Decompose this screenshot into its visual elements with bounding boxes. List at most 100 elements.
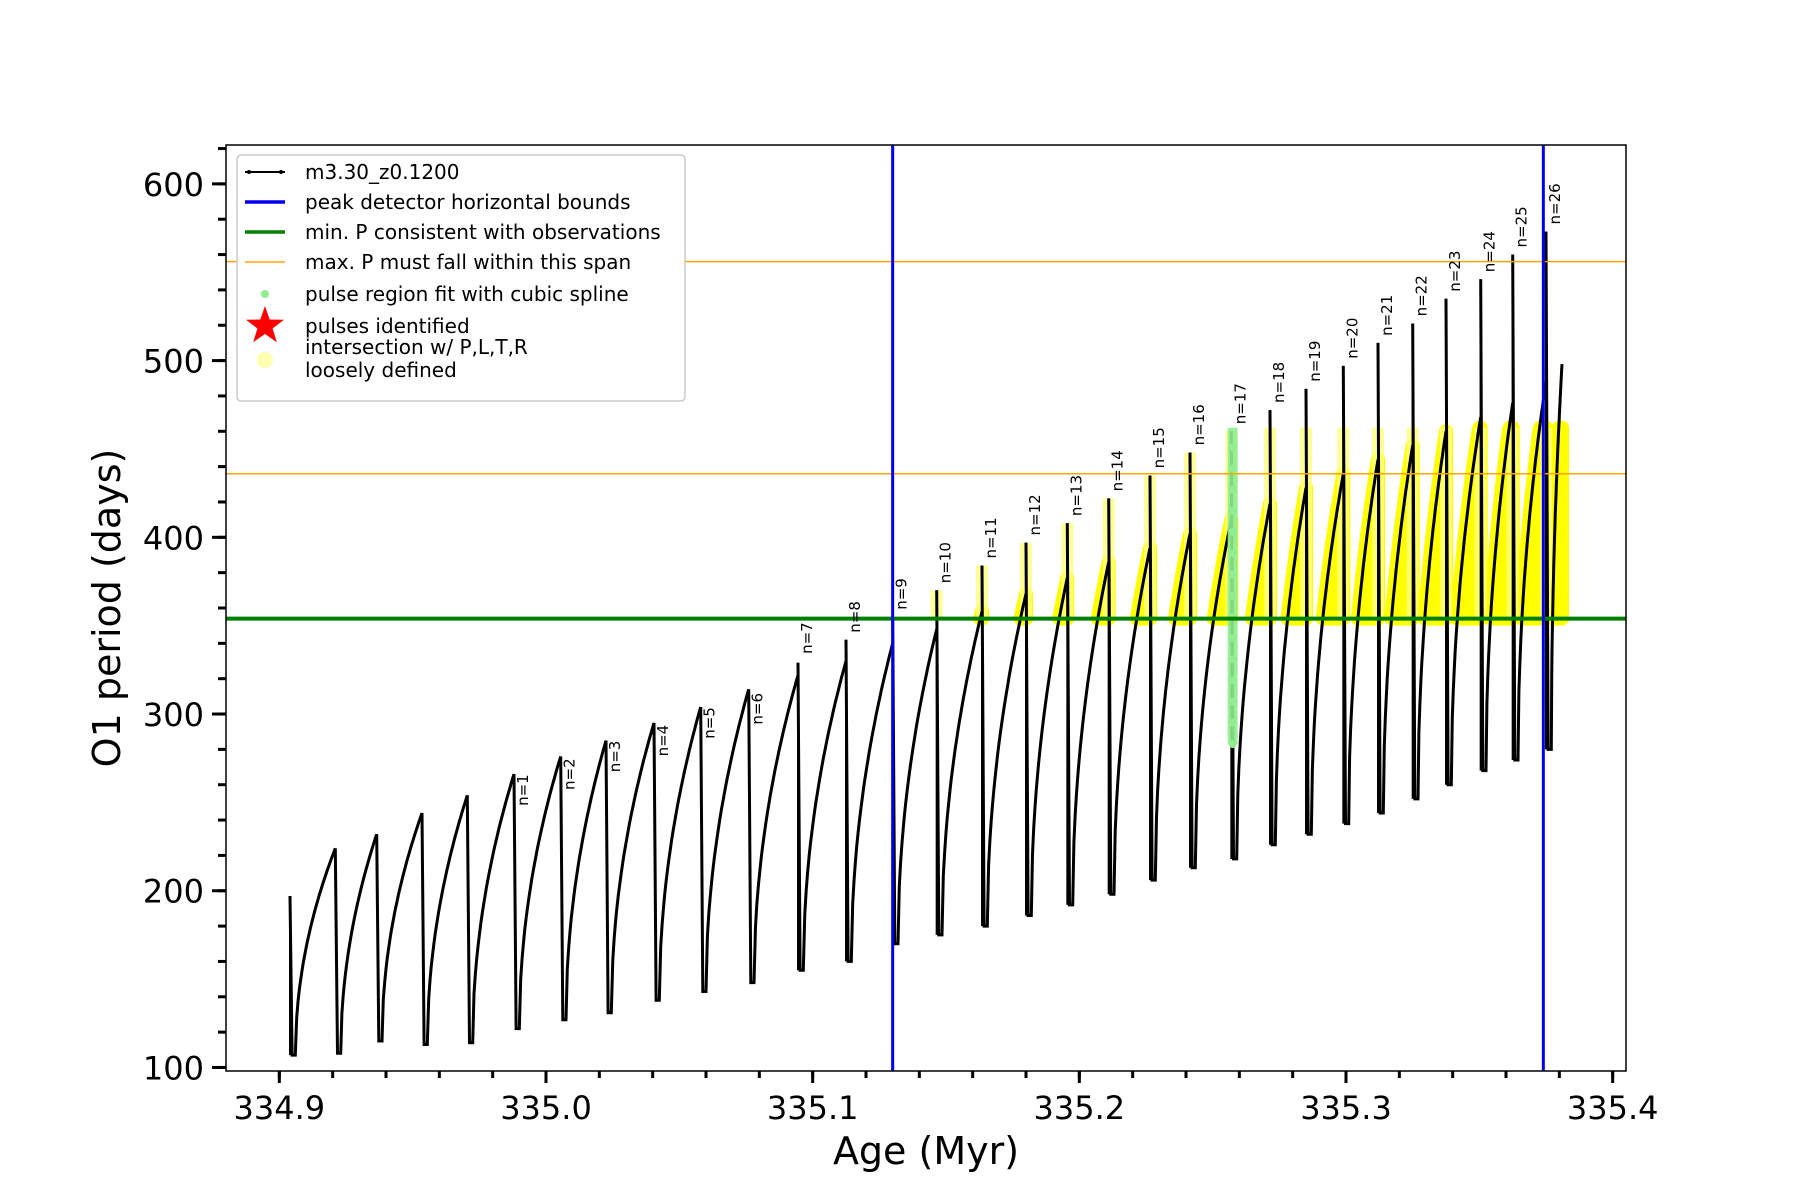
pulse-label: n=19 xyxy=(1306,341,1324,382)
pulse-labels: n=1 n=2 n=3 n=4 n=5 n=6 n=7 n=8 n=9 n=10 n=11 n=12 n… xyxy=(514,183,1564,806)
pulse-curve xyxy=(1304,388,1345,836)
pulse-label: n=14 xyxy=(1109,450,1127,491)
spline-point xyxy=(1228,506,1237,515)
spline-point xyxy=(1228,655,1237,664)
reference-lines xyxy=(226,145,1626,1071)
pulse-label: n=6 xyxy=(749,693,767,725)
legend-swatch-marker xyxy=(279,170,283,174)
pulse-label: n=22 xyxy=(1413,275,1431,316)
pulse-curve xyxy=(652,706,703,1002)
x-tick-label: 334.9 xyxy=(234,1089,326,1127)
pulse-curve xyxy=(1444,298,1483,787)
spline-point xyxy=(1228,634,1237,643)
pulse-curve xyxy=(1065,523,1111,907)
pulse-label: n=7 xyxy=(798,622,816,654)
pulse-curve xyxy=(1148,475,1192,882)
pulse-label: n=9 xyxy=(893,578,911,610)
spline-point xyxy=(1228,591,1237,600)
spline-point xyxy=(1228,528,1237,537)
pulse-label: n=4 xyxy=(654,725,672,757)
pulse-label: n=17 xyxy=(1231,383,1249,424)
pulse-label: n=23 xyxy=(1446,251,1464,292)
pulse-label: n=25 xyxy=(1513,206,1531,247)
pulse-label: n=2 xyxy=(561,758,579,790)
legend-label: m3.30_z0.1200 xyxy=(305,160,460,184)
spline-point xyxy=(1228,464,1237,473)
pulse-curve xyxy=(1188,452,1233,870)
legend-label: loosely defined xyxy=(305,358,457,382)
pulse-curve xyxy=(1341,365,1380,826)
pulse-label: n=18 xyxy=(1270,362,1288,403)
spline-point xyxy=(1228,740,1237,749)
spline-region xyxy=(1227,427,1238,749)
x-tick-label: 335.3 xyxy=(1300,1089,1392,1127)
pulse-curve xyxy=(604,722,656,1015)
spline-point xyxy=(1228,549,1237,558)
spline-point xyxy=(1228,676,1237,685)
period-curve xyxy=(288,231,1564,1057)
legend-swatch-dot xyxy=(261,290,269,298)
x-tick-label: 335.2 xyxy=(1034,1089,1126,1127)
legend-label: intersection w/ P,L,T,R xyxy=(305,335,528,359)
y-axis-label: O1 period (days) xyxy=(85,449,129,768)
x-tick-label: 335.0 xyxy=(500,1089,592,1127)
pulse-label: n=20 xyxy=(1343,318,1361,359)
x-tick-label: 335.4 xyxy=(1567,1089,1659,1127)
pulse-curve xyxy=(420,794,469,1046)
pulse-curve xyxy=(891,616,939,946)
y-tick-label: 300 xyxy=(143,696,204,734)
legend-swatch-marker xyxy=(247,170,251,174)
spline-point xyxy=(1228,443,1237,452)
pulse-curve xyxy=(375,812,424,1043)
spline-point xyxy=(1228,485,1237,494)
pulse-curve xyxy=(1107,498,1152,896)
x-tick-label: 335.1 xyxy=(767,1089,859,1127)
pulse-label: n=12 xyxy=(1026,494,1044,535)
pulse-label: n=13 xyxy=(1067,475,1085,516)
pulse-curve xyxy=(699,688,751,993)
y-tick-label: 400 xyxy=(143,519,204,557)
legend-swatch-dot xyxy=(257,352,273,368)
pulse-curve xyxy=(288,847,337,1057)
legend-label: peak detector horizontal bounds xyxy=(305,190,631,214)
pulse-label: n=24 xyxy=(1481,231,1499,272)
pulse-label: n=26 xyxy=(1546,183,1564,224)
pulse-curve xyxy=(465,773,516,1045)
pulse-curve xyxy=(980,565,1028,928)
y-tick-label: 500 xyxy=(143,343,204,381)
y-tick-label: 600 xyxy=(143,166,204,204)
pulse-curve xyxy=(1229,431,1272,861)
x-axis-label: Age (Myr) xyxy=(833,1129,1019,1173)
pulse-curve xyxy=(1268,410,1308,847)
y-tick-label: 200 xyxy=(143,873,204,911)
pulse-curve xyxy=(1024,542,1069,917)
pulse-curve xyxy=(1544,231,1564,751)
legend-label: min. P consistent with observations xyxy=(305,220,661,244)
pulse-curve xyxy=(1511,254,1548,762)
pulse-label: n=3 xyxy=(606,741,624,773)
pulse-curve xyxy=(796,660,848,972)
pulse-curve xyxy=(1479,279,1515,773)
pulse-curve xyxy=(747,674,800,985)
pulse-label: n=16 xyxy=(1190,404,1208,445)
pulse-label: n=1 xyxy=(514,774,532,806)
pulse-label: n=21 xyxy=(1378,295,1396,336)
pulse-curve xyxy=(935,590,984,937)
axes: 334.9 335.0 335.1 335.2 335.3 335.4 100 200 300 4… xyxy=(143,147,1659,1127)
legend-label: pulses identified xyxy=(305,314,470,338)
pulse-curve xyxy=(333,833,379,1055)
spline-point xyxy=(1228,570,1237,579)
pulse-curve xyxy=(1411,323,1448,801)
pulse-label: n=8 xyxy=(846,601,864,633)
pulse-label: n=5 xyxy=(701,707,719,739)
legend-box xyxy=(236,154,686,402)
pulse-curve xyxy=(559,740,608,1022)
pulse-label: n=11 xyxy=(982,517,1000,558)
spline-point xyxy=(1228,697,1237,706)
legend-label: pulse region fit with cubic spline xyxy=(305,282,629,306)
pulse-label: n=10 xyxy=(937,542,955,583)
legend-label: max. P must fall within this span xyxy=(305,250,631,274)
pulse-curve xyxy=(844,639,895,963)
